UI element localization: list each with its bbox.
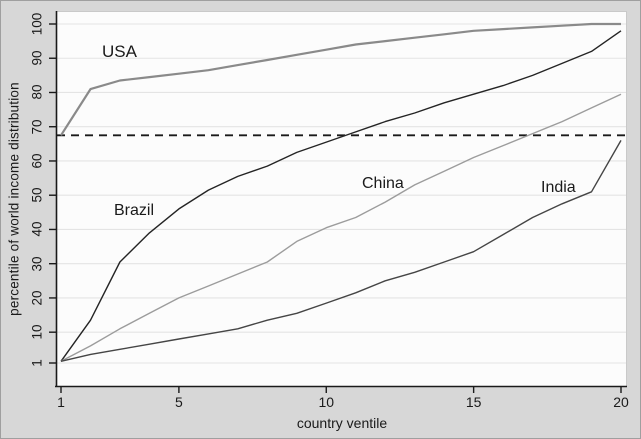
series-lines	[60, 22, 622, 362]
usa-series-label: USA	[102, 42, 137, 61]
y-tick-label: 40	[29, 221, 45, 237]
x-tick-label: 10	[318, 394, 335, 410]
brazil-series-label: Brazil	[114, 202, 155, 219]
gridlines	[57, 23, 626, 364]
axis-ticks	[49, 23, 622, 393]
x-axis-title: country ventile	[296, 415, 388, 431]
y-tick-label: 100	[29, 12, 45, 36]
y-tick-label: 90	[29, 50, 45, 66]
axes	[55, 11, 627, 388]
x-tick-label: 20	[613, 394, 629, 410]
plot-area	[56, 11, 627, 386]
y-tick-label: 1	[29, 359, 45, 367]
y-tick-label: 60	[29, 153, 45, 169]
india-series-line	[60, 140, 622, 362]
y-tick-label: 20	[29, 290, 45, 306]
y-tick-label: 30	[29, 256, 45, 272]
brazil-series-line	[60, 30, 622, 362]
y-tick-label: 70	[29, 119, 45, 135]
y-tick-label: 10	[29, 324, 45, 340]
china-series-line	[60, 93, 622, 362]
x-tick-label: 1	[57, 394, 65, 410]
plot-borders	[56, 11, 627, 386]
x-tick-label: 5	[174, 394, 183, 410]
india-series-label: India	[541, 179, 576, 196]
y-tick-label: 50	[29, 187, 45, 203]
china-series-label: China	[362, 175, 404, 192]
y-tick-label: 80	[29, 84, 45, 100]
x-tick-label: 15	[465, 394, 482, 410]
usa-series-line	[60, 22, 621, 136]
y-axis-title: percentile of world income distribution	[6, 82, 22, 316]
